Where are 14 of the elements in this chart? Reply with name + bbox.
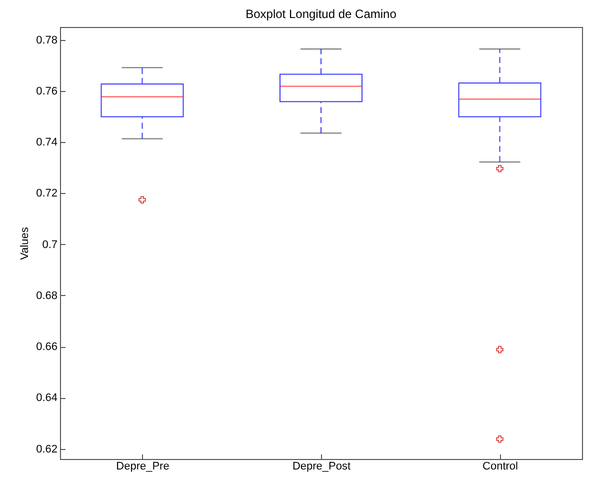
x-tick-label: Control	[482, 460, 518, 472]
y-axis-title: Values	[19, 226, 32, 260]
y-tick-label: 0.64	[36, 392, 58, 404]
y-tick-label: 0.7	[42, 238, 58, 251]
chart-title: Boxplot Longitud de Camino	[246, 7, 397, 21]
y-tick-label: 0.76	[36, 85, 58, 98]
y-tick-label: 0.74	[36, 136, 58, 149]
y-tick-label: 0.72	[36, 188, 58, 200]
x-tick-label: Depre_Post	[292, 460, 351, 472]
y-tick-label: 0.66	[36, 341, 58, 354]
y-tick-label: 0.68	[36, 290, 58, 302]
y-tick-label: 0.78	[36, 34, 58, 46]
x-tick-label: Depre_Pre	[116, 460, 170, 472]
y-tick-label: 0.62	[36, 443, 58, 456]
